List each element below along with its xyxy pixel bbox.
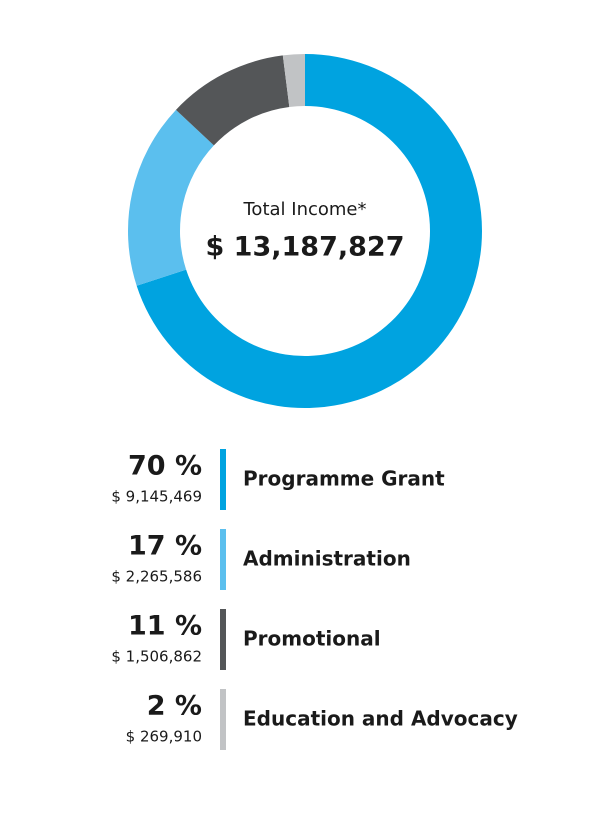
legend-label: Education and Advocacy [243, 707, 518, 731]
legend-amount: $ 9,145,469 [111, 488, 202, 506]
legend-swatch [220, 609, 226, 670]
donut-slice [127, 109, 214, 286]
legend-amount: $ 2,265,586 [111, 568, 202, 586]
legend-swatch [220, 449, 226, 510]
donut-slice [136, 54, 482, 408]
legend-amount: $ 1,506,862 [111, 648, 202, 666]
legend-label: Programme Grant [243, 467, 445, 491]
legend-swatch [220, 529, 226, 590]
legend-percent: 17 % [128, 531, 202, 562]
legend-amount: $ 269,910 [126, 728, 202, 746]
center-title: Total Income* [243, 199, 367, 220]
legend-percent: 11 % [128, 611, 202, 642]
center-total: $ 13,187,827 [206, 232, 405, 263]
legend-label: Administration [243, 547, 411, 571]
legend-label: Promotional [243, 627, 381, 651]
legend-percent: 70 % [128, 451, 202, 482]
donut-slice [282, 54, 305, 107]
donut-slice [175, 55, 290, 146]
legend-percent: 2 % [147, 691, 202, 722]
legend-swatch [220, 689, 226, 750]
